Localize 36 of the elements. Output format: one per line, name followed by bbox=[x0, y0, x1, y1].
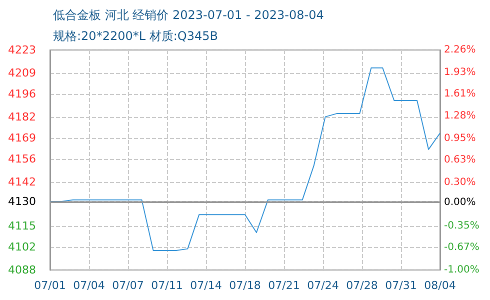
x-tick-label: 08/04 bbox=[424, 279, 456, 292]
x-tick-label: 07/31 bbox=[385, 279, 417, 292]
y-tick-label: 4182 bbox=[8, 110, 36, 124]
y2-tick-label: 0.30% bbox=[444, 176, 476, 188]
y-tick-label: 4130 bbox=[8, 195, 36, 208]
y-tick-label: 4088 bbox=[8, 264, 36, 276]
y2-tick-label: 2.26% bbox=[444, 44, 476, 56]
y-tick-label: 4169 bbox=[8, 132, 36, 144]
y2-tick-label: 0.63% bbox=[444, 154, 476, 166]
y2-tick-label: -1.00% bbox=[444, 264, 480, 276]
x-tick-label: 07/14 bbox=[190, 279, 222, 292]
y2-tick-label: 0.95% bbox=[444, 132, 476, 144]
x-tick-label: 07/11 bbox=[151, 279, 183, 292]
y-tick-label: 4156 bbox=[8, 152, 36, 166]
y2-tick-label: -0.35% bbox=[444, 220, 480, 232]
line-series bbox=[50, 67, 440, 251]
chart-subtitle: 规格:20*2200*L 材质:Q345B bbox=[53, 29, 218, 43]
y-tick-label: 4223 bbox=[8, 44, 36, 56]
x-tick-label: 07/07 bbox=[112, 279, 144, 292]
y2-tick-label: 1.93% bbox=[444, 66, 476, 78]
y2-tick-label: 1.28% bbox=[444, 110, 476, 122]
x-tick-label: 07/21 bbox=[268, 279, 300, 292]
y-tick-label: 4102 bbox=[8, 240, 36, 254]
y-tick-label: 4196 bbox=[8, 88, 36, 100]
x-tick-label: 07/24 bbox=[307, 279, 339, 292]
chart-title: 低合金板 河北 经销价 2023-07-01 - 2023-08-04 bbox=[53, 8, 324, 22]
x-tick-label: 07/01 bbox=[34, 279, 66, 292]
y2-tick-label: 1.61% bbox=[444, 88, 476, 100]
y-tick-label: 4209 bbox=[8, 66, 36, 80]
x-tick-label: 07/28 bbox=[346, 279, 378, 292]
x-tick-label: 07/04 bbox=[73, 279, 105, 292]
y-tick-label: 4142 bbox=[8, 176, 36, 188]
y-tick-label: 4115 bbox=[8, 220, 36, 232]
x-tick-label: 07/18 bbox=[229, 279, 261, 292]
y2-tick-label: -0.67% bbox=[444, 242, 480, 254]
y2-tick-label: 0.00% bbox=[444, 197, 476, 208]
